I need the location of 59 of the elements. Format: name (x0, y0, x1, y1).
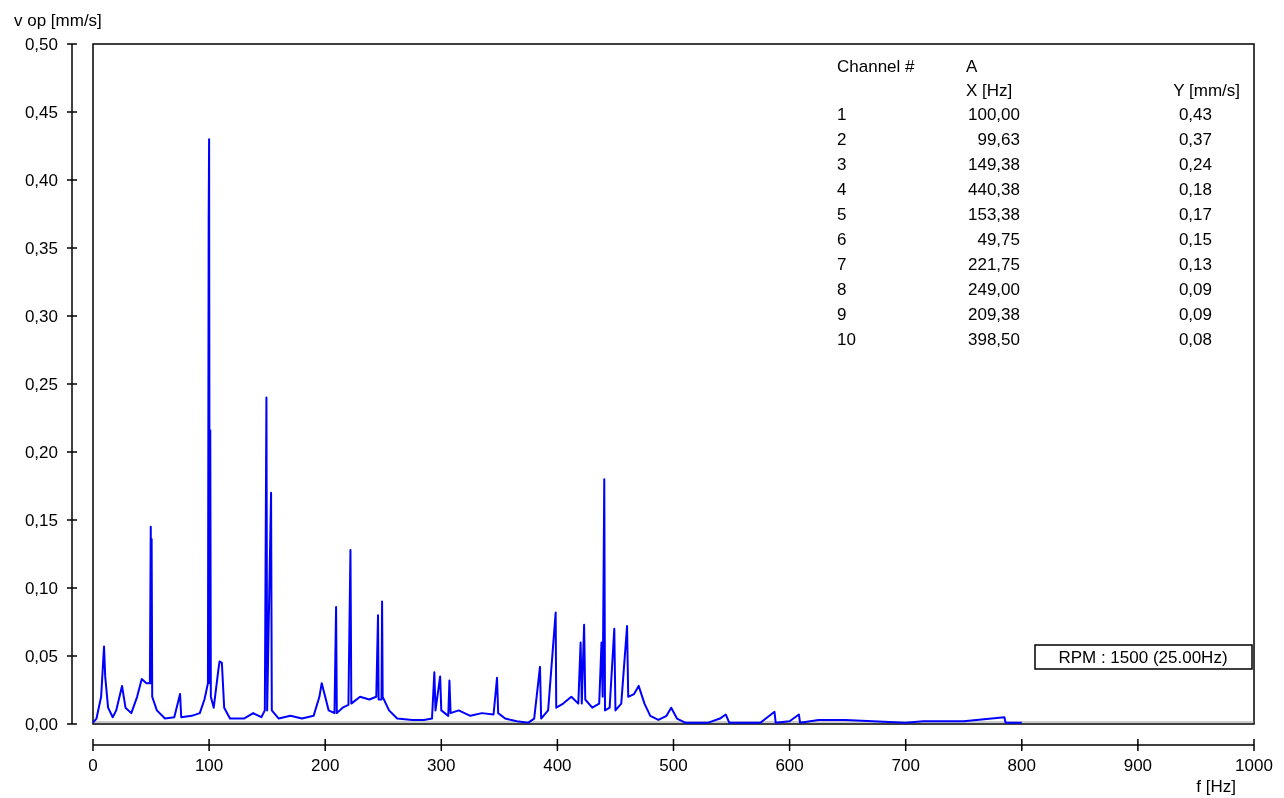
annotation: 0,18 (1178, 180, 1212, 199)
y-tick-label: 0,50 (24, 34, 58, 54)
annotation: 49,75 (977, 230, 1020, 249)
y-tick-label: 0,05 (24, 646, 58, 666)
y-tick-label: 0,10 (24, 578, 58, 598)
annotation: Channel # (837, 57, 916, 76)
y-axis-title: v op [mm/s] (14, 11, 102, 30)
annotation: 0,17 (1178, 205, 1212, 224)
annotation: 249,00 (968, 280, 1020, 299)
annotation: 4 (837, 180, 847, 199)
annotation: 0,08 (1178, 330, 1212, 349)
annotation: 100,00 (968, 105, 1020, 124)
annotation: 6 (837, 230, 847, 249)
annotation: 9 (837, 305, 847, 324)
annotation: 5 (837, 205, 847, 224)
annotation: 153,38 (968, 205, 1020, 224)
y-tick-label: 0,45 (24, 102, 58, 122)
y-tick-label: 0,25 (24, 374, 58, 394)
annotation: Y [mm/s] (1173, 81, 1240, 100)
annotation: 0,13 (1178, 255, 1212, 274)
annotation: 398,50 (968, 330, 1020, 349)
x-tick-label: 500 (659, 756, 688, 775)
annotation: 149,38 (968, 155, 1020, 174)
annotation: 0,24 (1178, 155, 1212, 174)
annotation: 221,75 (968, 255, 1020, 274)
annotation: 0,09 (1178, 280, 1212, 299)
x-tick-label: 700 (891, 756, 920, 775)
annotation: 0,09 (1178, 305, 1212, 324)
x-tick-label: 200 (311, 756, 340, 775)
x-tick-label: 900 (1123, 756, 1153, 775)
y-tick-label: 0,00 (24, 714, 58, 734)
y-tick-label: 0,35 (24, 238, 58, 258)
annotation: RPM : 1500 (25.00Hz) (1058, 648, 1228, 667)
annotation: 0,37 (1178, 130, 1212, 149)
annotation: 440,38 (968, 180, 1020, 199)
x-tick-label: 300 (427, 756, 456, 775)
annotation: 0,15 (1178, 230, 1212, 249)
y-tick-label: 0,30 (24, 306, 58, 326)
annotation: 8 (837, 280, 847, 299)
annotation: 209,38 (968, 305, 1020, 324)
x-axis-title: f [Hz] (1196, 777, 1236, 796)
annotation: X [Hz] (966, 81, 1013, 100)
annotation: 1 (837, 105, 847, 124)
x-tick-label: 100 (194, 756, 224, 775)
annotation: 3 (837, 155, 847, 174)
annotation: 99,63 (977, 130, 1020, 149)
y-tick-label: 0,15 (24, 510, 58, 530)
x-tick-label: 400 (543, 756, 572, 775)
x-tick-label: 800 (1007, 756, 1036, 775)
annotation: 10 (837, 330, 856, 349)
annotation: 2 (837, 130, 847, 149)
x-tick-label: 0 (88, 756, 98, 775)
x-tick-label: 600 (775, 756, 804, 775)
annotation: 0,43 (1178, 105, 1212, 124)
x-tick-label: 1000 (1235, 756, 1273, 775)
y-tick-label: 0,20 (24, 442, 58, 462)
annotation: A (966, 57, 978, 76)
y-tick-label: 0,40 (24, 170, 58, 190)
annotation: 7 (837, 255, 847, 274)
